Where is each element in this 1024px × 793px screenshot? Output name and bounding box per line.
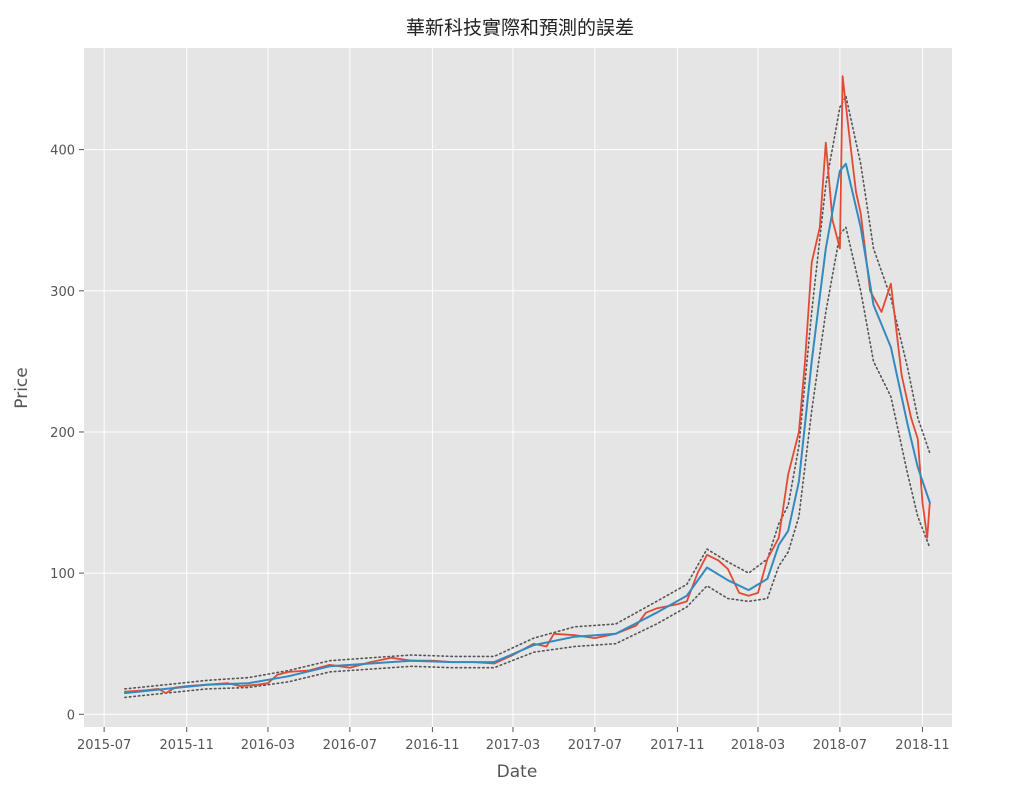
x-tick-label: 2018-07 [813, 738, 867, 753]
x-tick-label: 2016-07 [323, 738, 377, 753]
series-predicted-line [123, 162, 931, 695]
y-tick-label: 400 [50, 144, 75, 159]
x-tick-label: 2018-11 [895, 738, 949, 753]
plot-area [84, 48, 952, 727]
grid-layer [84, 48, 952, 727]
tick-layer: 2015-07 2015-11 2016-03 2016-07 2016-11 2017-… [50, 144, 949, 753]
chart-title: 華新科技實際和預測的誤差 [406, 17, 634, 39]
x-tick-label: 2018-03 [731, 738, 785, 753]
y-tick-label: 0 [67, 708, 75, 723]
x-tick-label: 2015-11 [160, 738, 214, 753]
x-tick-label: 2016-11 [405, 738, 459, 753]
y-tick-label: 300 [50, 285, 75, 300]
x-tick-label: 2017-11 [650, 738, 704, 753]
y-axis-title: Price [12, 367, 32, 408]
series-layer [123, 75, 931, 699]
x-tick-label: 2016-03 [241, 738, 295, 753]
x-axis-title: Date [497, 762, 538, 782]
x-tick-label: 2017-07 [568, 738, 622, 753]
x-tick-label: 2017-03 [486, 738, 540, 753]
x-tick-label: 2015-07 [77, 738, 131, 753]
y-tick-label: 100 [50, 567, 75, 582]
y-tick-label: 200 [50, 426, 75, 441]
series-actual-line [124, 75, 931, 694]
series-lower-bound-line [124, 226, 931, 699]
